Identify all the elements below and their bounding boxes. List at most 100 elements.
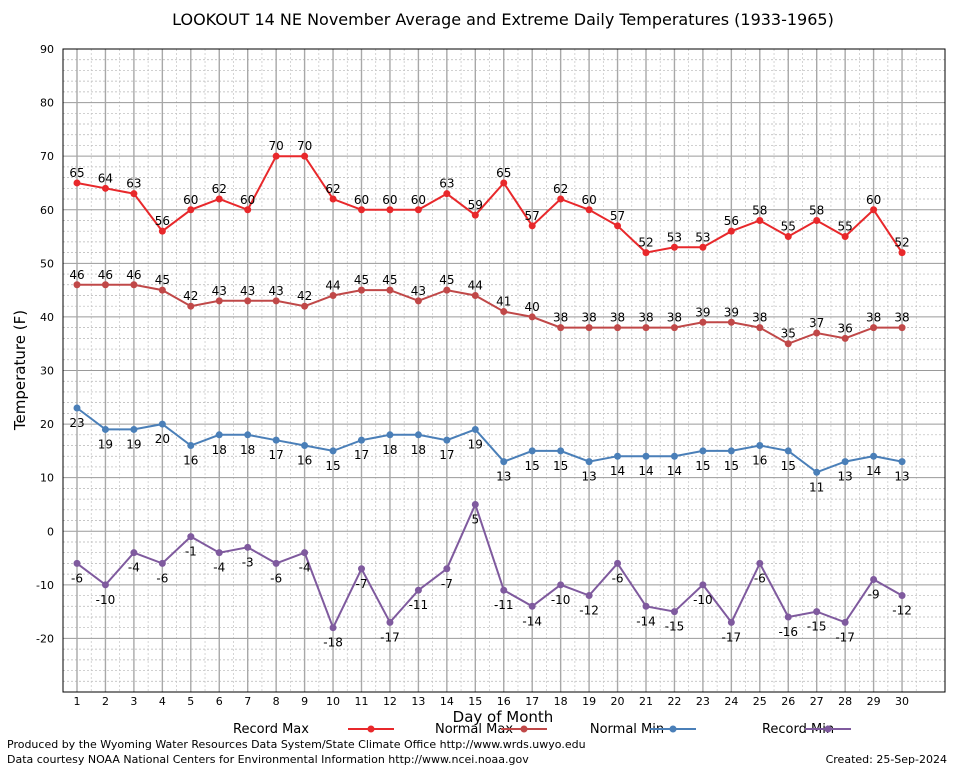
- y-tick-label: 10: [40, 472, 54, 485]
- data-label: 53: [667, 230, 682, 244]
- data-label: 18: [411, 443, 426, 457]
- data-point: [756, 324, 764, 332]
- data-label: 55: [781, 220, 796, 234]
- series-group: [73, 152, 906, 632]
- data-label: 43: [240, 284, 255, 298]
- data-point: [784, 233, 792, 241]
- data-point: [471, 211, 479, 219]
- x-tick-label: 16: [497, 695, 511, 708]
- data-point: [557, 195, 565, 203]
- data-point: [101, 281, 109, 289]
- series-line-record-min: [76, 501, 903, 631]
- data-label: 35: [781, 327, 796, 341]
- data-point: [841, 458, 849, 466]
- y-tick-label: -10: [36, 579, 54, 592]
- data-label: -6: [156, 571, 168, 585]
- data-label: 62: [553, 182, 568, 196]
- data-label: 44: [325, 278, 340, 292]
- data-point: [443, 190, 451, 198]
- data-point: [329, 447, 337, 455]
- data-label: 58: [809, 203, 824, 217]
- data-point: [642, 452, 650, 460]
- data-point: [158, 559, 166, 567]
- data-point: [158, 286, 166, 294]
- data-point: [471, 425, 479, 433]
- data-label: -6: [612, 571, 624, 585]
- data-point: [471, 291, 479, 299]
- data-label: -6: [754, 571, 766, 585]
- data-label: 56: [155, 214, 170, 228]
- data-point: [130, 425, 138, 433]
- x-tick-label: 17: [525, 695, 539, 708]
- x-tick-label: 28: [838, 695, 852, 708]
- data-point: [386, 618, 394, 626]
- data-point: [358, 565, 365, 573]
- data-point: [642, 249, 650, 257]
- data-point: [358, 206, 365, 214]
- x-tick-label: 11: [355, 695, 369, 708]
- data-point: [813, 608, 821, 616]
- footer-producer: Produced by the Wyoming Water Resources …: [7, 738, 586, 751]
- data-point: [244, 206, 252, 214]
- data-label: -16: [778, 625, 798, 639]
- data-label: -4: [299, 561, 311, 575]
- data-point: [642, 324, 650, 332]
- data-label: -1: [185, 545, 197, 559]
- data-label: 17: [354, 448, 369, 462]
- data-label: -12: [579, 604, 599, 618]
- data-point: [841, 334, 849, 342]
- x-tick-label: 12: [383, 695, 397, 708]
- data-label: 55: [838, 220, 853, 234]
- data-label: -17: [722, 630, 742, 644]
- data-label: 46: [126, 268, 141, 282]
- data-label: 18: [382, 443, 397, 457]
- data-point: [386, 431, 394, 439]
- data-label: -15: [807, 620, 827, 634]
- data-label: 52: [638, 236, 653, 250]
- data-label: 20: [155, 432, 170, 446]
- data-point: [301, 152, 309, 160]
- x-tick-label: 29: [867, 695, 881, 708]
- data-point: [500, 308, 508, 316]
- y-axis-label: Temperature (F): [11, 310, 29, 431]
- x-tick-label: 19: [582, 695, 596, 708]
- x-tick-label: 9: [301, 695, 308, 708]
- data-point: [614, 559, 622, 567]
- data-label: 70: [297, 139, 312, 153]
- data-point: [614, 324, 622, 332]
- data-point: [642, 602, 650, 610]
- data-point: [813, 329, 821, 337]
- y-tick-label: 40: [40, 311, 54, 324]
- data-label: 14: [866, 464, 881, 478]
- data-label: 63: [126, 177, 141, 191]
- x-tick-label: 4: [159, 695, 166, 708]
- legend-label: Normal Min: [590, 722, 664, 737]
- data-point: [386, 286, 394, 294]
- data-point: [614, 452, 622, 460]
- data-point: [585, 592, 593, 600]
- legend-swatch-marker: [367, 725, 375, 733]
- data-point: [244, 431, 252, 439]
- data-label: 60: [354, 193, 369, 207]
- data-label: 15: [695, 459, 710, 473]
- y-tick-label: 30: [40, 365, 54, 378]
- data-point: [670, 243, 678, 251]
- data-point: [130, 190, 138, 198]
- data-label: -4: [213, 561, 225, 575]
- x-tick-label: 24: [724, 695, 738, 708]
- data-label: 60: [382, 193, 397, 207]
- data-point: [727, 618, 735, 626]
- data-point: [756, 559, 764, 567]
- data-label: 70: [269, 139, 284, 153]
- data-label: 17: [439, 448, 454, 462]
- data-label: -10: [551, 593, 571, 607]
- x-tick-label: 1: [74, 695, 81, 708]
- data-point: [898, 324, 906, 332]
- series-line-normal-min: [76, 407, 903, 474]
- data-label: 42: [297, 289, 312, 303]
- data-point: [301, 442, 309, 450]
- x-tick-label: 8: [273, 695, 280, 708]
- y-tick-label: 80: [40, 97, 54, 110]
- footer-created: Created: 25-Sep-2024: [826, 753, 947, 766]
